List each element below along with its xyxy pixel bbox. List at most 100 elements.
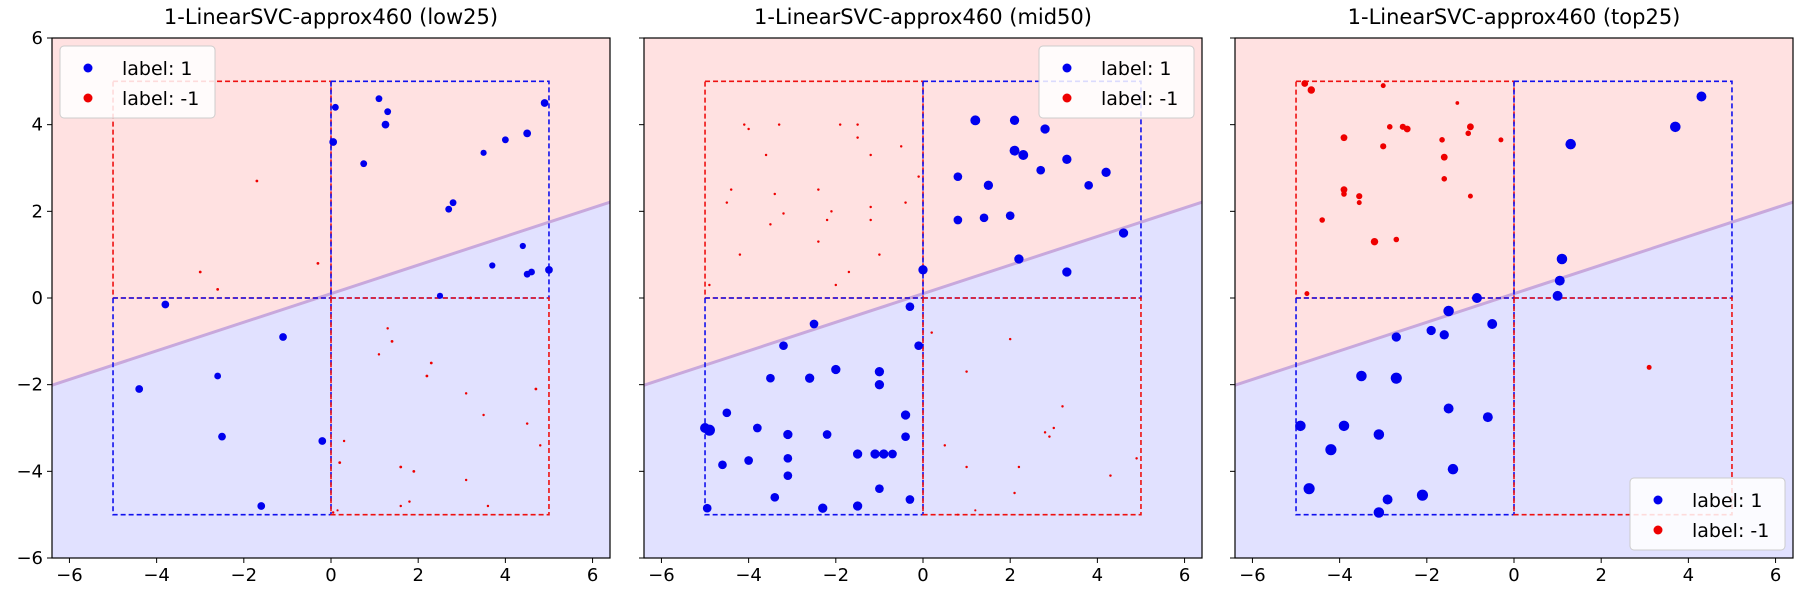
data-point — [1487, 319, 1498, 329]
data-point — [722, 408, 732, 418]
data-point — [469, 296, 472, 300]
data-point — [318, 437, 327, 445]
data-point — [773, 192, 777, 196]
legend: label: 1 label: -1 — [1038, 45, 1195, 119]
x-tick-label: −2 — [231, 565, 258, 586]
data-point — [783, 471, 793, 481]
data-point — [399, 504, 402, 508]
data-point — [769, 223, 772, 226]
chart-panel-3: −6 −4 −2 0 2 4 6 1-LinearSVC-approx460 (top25) l… — [1230, 5, 1794, 586]
data-point — [1498, 137, 1504, 143]
legend: label: 1 label: -1 — [1629, 477, 1786, 551]
x-tick-label: 0 — [1508, 565, 1519, 586]
data-point — [399, 465, 403, 469]
data-point — [905, 495, 915, 504]
data-point — [329, 138, 338, 146]
data-point — [386, 327, 389, 330]
data-point — [1554, 275, 1565, 286]
chart-title: 1-LinearSVC-approx460 (low25) — [164, 5, 498, 29]
data-point — [1370, 237, 1379, 246]
data-point — [539, 444, 542, 447]
data-point — [879, 449, 889, 459]
data-point — [956, 513, 959, 516]
quadrant-box-4 — [1513, 297, 1733, 516]
data-point — [899, 145, 903, 148]
x-tick-label: 4 — [500, 565, 511, 586]
data-point — [1013, 491, 1016, 495]
quadrant-box-4 — [922, 297, 1142, 516]
data-point — [1373, 507, 1385, 518]
x-tick-label: 4 — [1092, 565, 1103, 586]
data-point — [979, 213, 989, 223]
x-tick-label: 6 — [1179, 565, 1190, 586]
data-point — [198, 270, 202, 274]
data-point — [901, 432, 910, 442]
legend-label: label: -1 — [1692, 520, 1769, 542]
data-point — [965, 465, 968, 469]
quadrant-box-2 — [1513, 80, 1733, 299]
data-point — [135, 385, 144, 393]
data-point — [1455, 101, 1460, 105]
data-point — [445, 205, 453, 213]
legend: label: 1 label: -1 — [59, 45, 216, 119]
x-tick-label: 4 — [1683, 565, 1694, 586]
data-point — [528, 268, 535, 276]
data-point — [1390, 372, 1402, 384]
data-point — [970, 115, 981, 126]
legend-marker — [1062, 63, 1072, 73]
data-point — [1471, 293, 1482, 303]
x-tick-label: 2 — [1004, 565, 1015, 586]
data-point — [1048, 435, 1051, 438]
data-point — [852, 449, 863, 459]
data-point — [1052, 426, 1056, 430]
data-point — [1356, 370, 1367, 382]
data-point — [825, 218, 829, 222]
data-point — [360, 160, 368, 168]
data-point — [914, 341, 923, 351]
data-point — [834, 283, 838, 287]
data-point — [702, 503, 712, 513]
data-point — [1325, 444, 1337, 456]
x-tick-label: −4 — [143, 565, 170, 586]
data-point — [1441, 176, 1448, 182]
legend-marker — [83, 63, 93, 73]
data-point — [1340, 186, 1348, 194]
data-point — [342, 439, 346, 443]
data-point — [870, 449, 880, 459]
data-point — [1426, 325, 1436, 336]
data-point — [436, 292, 444, 299]
data-point — [464, 478, 468, 482]
data-point — [1482, 412, 1493, 423]
data-point — [822, 430, 832, 439]
data-point — [1356, 193, 1363, 200]
data-point — [377, 353, 381, 356]
data-point — [1005, 211, 1015, 221]
y-tick-label: 6 — [32, 28, 43, 49]
data-point — [412, 469, 416, 473]
data-point — [887, 80, 890, 83]
y-tick-label: 0 — [32, 288, 43, 309]
data-point — [255, 179, 259, 183]
data-point — [869, 218, 872, 222]
chart-panel-2: −6 −4 −2 0 2 4 6 1-LinearSVC-approx460 (mid50) l… — [639, 5, 1203, 586]
data-point — [1303, 483, 1315, 495]
quadrant-box-1 — [704, 80, 924, 299]
data-point — [874, 367, 885, 377]
data-point — [540, 99, 549, 107]
data-point — [766, 373, 775, 383]
data-point — [1307, 86, 1316, 94]
x-tick-label: 6 — [587, 565, 598, 586]
data-point — [783, 429, 793, 440]
data-point — [384, 108, 392, 116]
x-tick-label: −2 — [1414, 565, 1441, 586]
data-point — [1670, 121, 1681, 133]
data-point — [1008, 337, 1012, 341]
data-point — [1341, 191, 1347, 197]
data-point — [1043, 431, 1047, 434]
y-tick-label: −4 — [16, 461, 43, 482]
data-point — [216, 287, 220, 291]
data-point — [1466, 123, 1474, 131]
data-point — [905, 302, 915, 312]
data-point — [1338, 420, 1350, 432]
x-tick-label: −6 — [1239, 565, 1266, 586]
